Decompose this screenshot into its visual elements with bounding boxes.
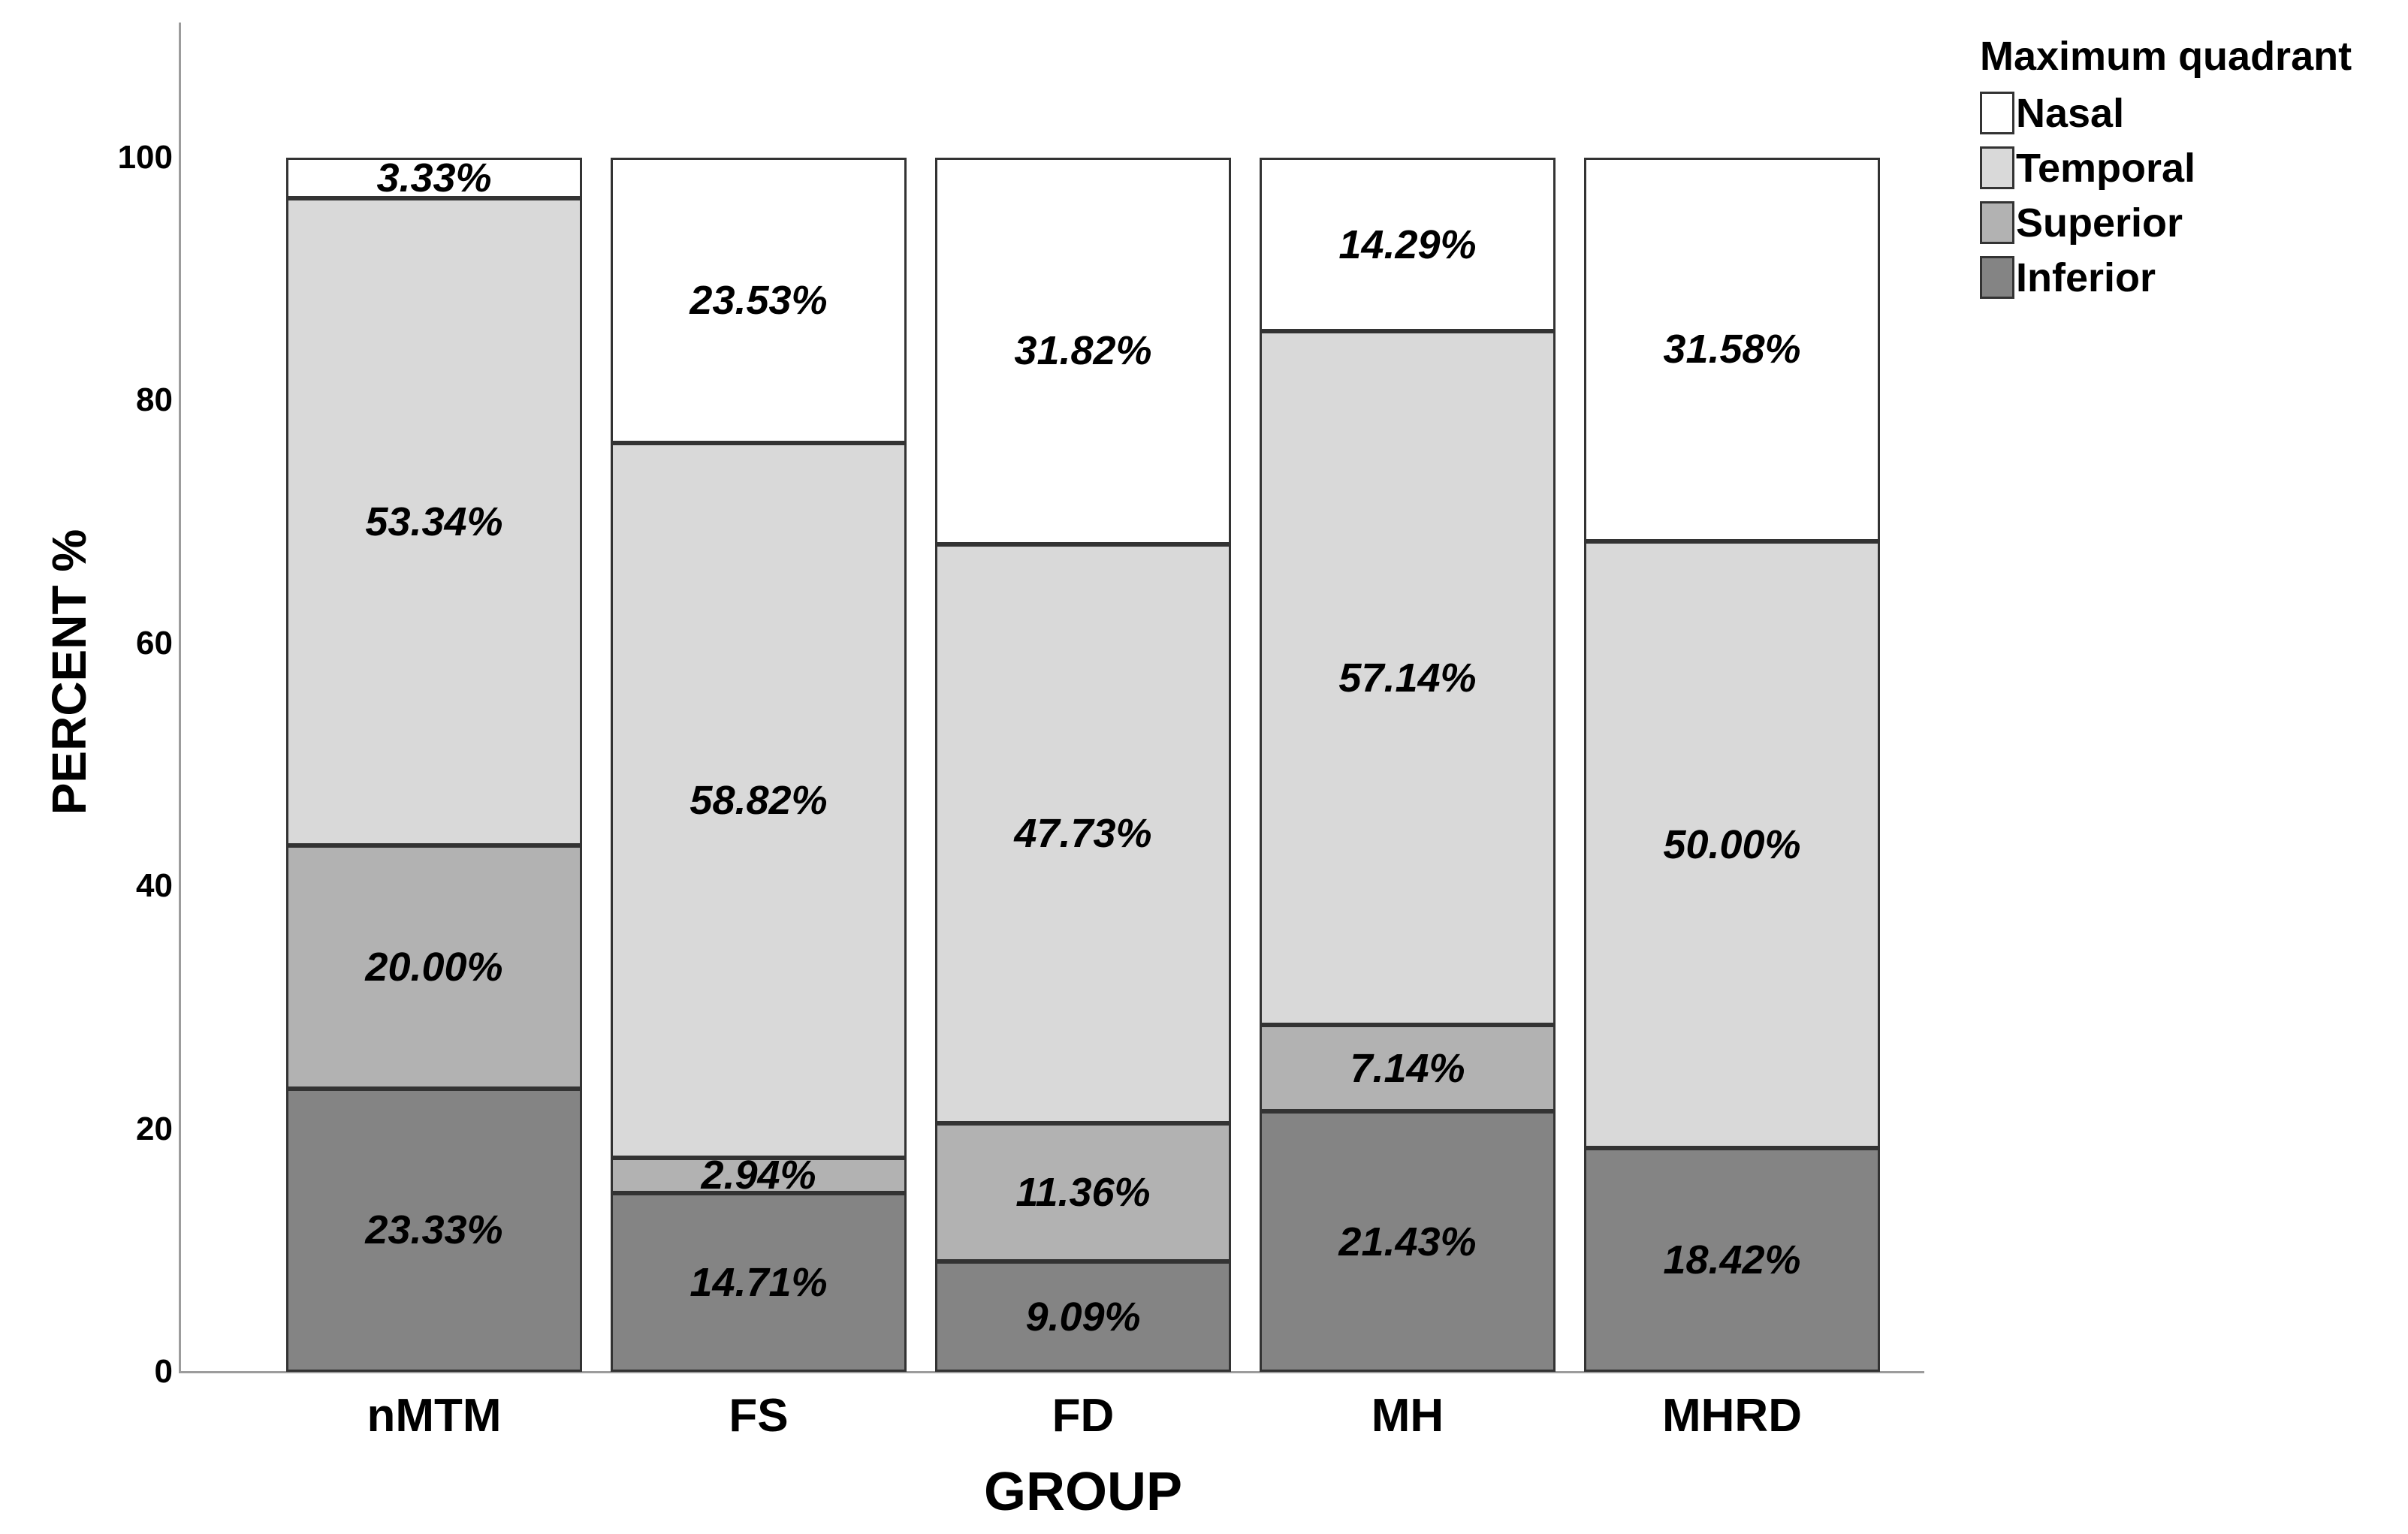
legend-label: Nasal: [2016, 90, 2125, 136]
x-category-label: FD: [1052, 1390, 1115, 1442]
bar-segment-nasal: [1260, 158, 1556, 332]
legend-row: Inferior: [1980, 255, 2352, 300]
segment-label: 11.36%: [1015, 1170, 1151, 1216]
x-axis-line: [179, 1371, 1924, 1373]
segment-label: 23.53%: [690, 278, 828, 324]
legend-row: Temporal: [1980, 145, 2352, 191]
legend-label: Inferior: [2016, 255, 2156, 300]
legend-label: Temporal: [2016, 145, 2196, 191]
y-axis-title: PERCENT %: [42, 529, 96, 815]
y-tick-label: 100: [117, 139, 173, 176]
legend-swatch-temporal: [1980, 146, 2014, 189]
legend-swatch-inferior: [1980, 256, 2014, 299]
x-category-label: nMTM: [367, 1390, 502, 1442]
x-category-label: MH: [1371, 1390, 1444, 1442]
legend-rows: Nasal Temporal Superior Inferior: [1980, 90, 2352, 300]
segment-label: 23.33%: [365, 1207, 503, 1253]
segment-label: 31.58%: [1663, 327, 1801, 372]
legend-swatch-superior: [1980, 201, 2014, 244]
y-tick-label: 40: [136, 867, 173, 905]
y-tick-label: 20: [136, 1110, 173, 1147]
legend-swatch-nasal: [1980, 92, 2014, 134]
segment-label: 31.82%: [1014, 328, 1152, 374]
y-tick-label: 60: [136, 624, 173, 662]
bar-segment-temporal: [1260, 331, 1556, 1026]
segment-label: 47.73%: [1014, 811, 1152, 857]
y-tick-label: 80: [136, 381, 173, 419]
segment-label: 3.33%: [376, 155, 492, 200]
bar-segment-temporal: [1584, 541, 1880, 1149]
bar-segment-temporal: [935, 544, 1231, 1124]
bar-segment-superior: [935, 1123, 1231, 1261]
segment-label: 20.00%: [365, 945, 503, 990]
segment-label: 14.71%: [690, 1260, 828, 1306]
bar-segment-superior: [611, 1157, 907, 1194]
x-category-label: MHRD: [1662, 1390, 1802, 1442]
legend: Maximum quadrant Nasal Temporal Superior In…: [1980, 32, 2352, 311]
bar-segment-superior: [1260, 1025, 1556, 1112]
x-category-label: FS: [729, 1390, 789, 1442]
segment-label: 18.42%: [1663, 1237, 1801, 1283]
segment-label: 7.14%: [1350, 1045, 1465, 1091]
segment-label: 57.14%: [1338, 655, 1477, 701]
segment-label: 14.29%: [1338, 222, 1477, 267]
bar-segment-inferior: [1584, 1148, 1880, 1372]
bar-segment-temporal: [286, 197, 582, 846]
bar-segment-temporal: [611, 443, 907, 1158]
y-tick-label: 0: [154, 1353, 173, 1390]
y-axis-line: [179, 23, 181, 1372]
legend-label: Superior: [2016, 200, 2183, 246]
segment-label: 2.94%: [701, 1153, 816, 1198]
bar-segment-inferior: [935, 1261, 1231, 1372]
bar-segment-nasal: [935, 158, 1231, 544]
segment-label: 21.43%: [1338, 1219, 1477, 1264]
bar-segment-nasal: [1584, 158, 1880, 541]
segment-label: 50.00%: [1663, 821, 1801, 867]
bar-segment-nasal: [286, 158, 582, 198]
bar-segment-inferior: [286, 1088, 582, 1372]
segment-label: 58.82%: [690, 778, 828, 824]
segment-label: 9.09%: [1025, 1294, 1141, 1340]
bar-segment-inferior: [1260, 1111, 1556, 1372]
x-axis-title: GROUP: [983, 1462, 1183, 1522]
bar-segment-superior: [286, 845, 582, 1089]
legend-row: Superior: [1980, 200, 2352, 246]
legend-title: Maximum quadrant: [1980, 34, 2352, 79]
segment-label: 53.34%: [365, 499, 503, 545]
bar-segment-inferior: [611, 1193, 907, 1372]
bar-segment-nasal: [611, 158, 907, 444]
legend-row: Nasal: [1980, 90, 2352, 136]
